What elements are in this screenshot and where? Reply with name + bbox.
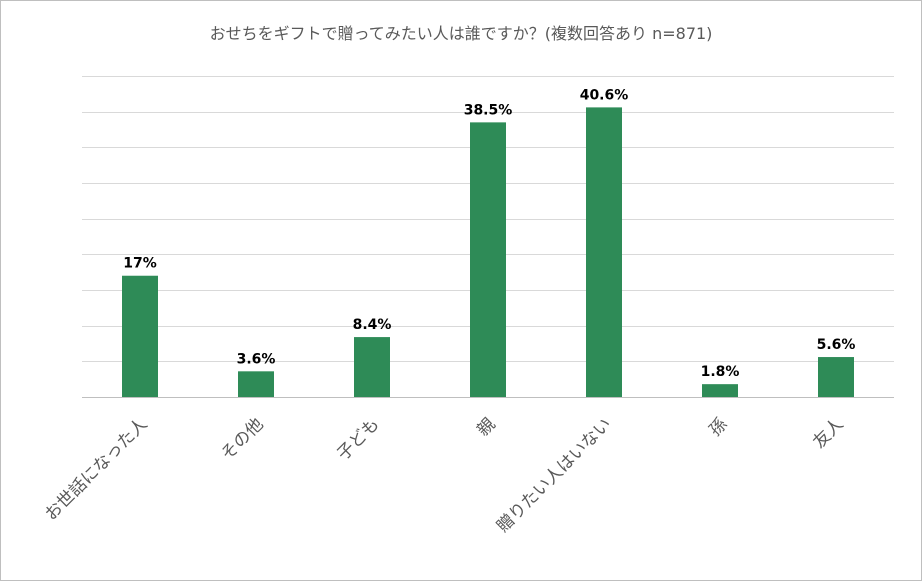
category-label: 贈りたい人はいない — [493, 414, 615, 536]
bar — [354, 337, 390, 397]
data-label: 40.6% — [580, 87, 629, 103]
category-label: 孫 — [705, 414, 731, 440]
bar — [122, 275, 158, 397]
category-label: お世話になった人 — [41, 414, 151, 524]
bar — [238, 371, 274, 397]
data-label: 3.6% — [237, 351, 276, 367]
bar — [586, 107, 622, 398]
category-label: 親 — [473, 414, 499, 440]
bar — [818, 357, 854, 397]
data-label: 17% — [123, 256, 157, 272]
chart-title: おせちをギフトで贈ってみたい人は誰ですか？(複数回答あり n=871) — [209, 24, 713, 43]
category-label: その他 — [217, 414, 267, 464]
data-label: 8.4% — [353, 317, 392, 333]
bar — [470, 122, 506, 397]
category-label: 子ども — [333, 414, 383, 464]
data-label: 1.8% — [701, 364, 740, 380]
data-label: 5.6% — [817, 337, 856, 353]
data-labels: 17% 3.6% 8.4% 38.5% 40.6% 1.8% 5.6% — [123, 87, 855, 380]
bar — [702, 384, 738, 397]
category-label: 友人 — [809, 414, 847, 452]
data-label: 38.5% — [464, 102, 513, 118]
bars — [122, 107, 854, 398]
